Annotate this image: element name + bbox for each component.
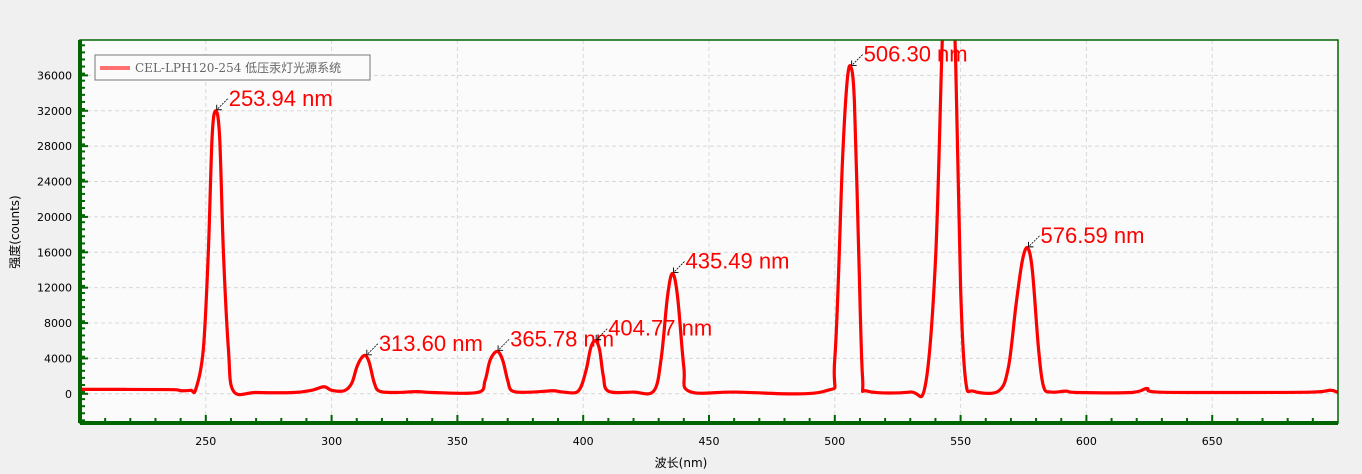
arrow-head-icon xyxy=(1028,241,1034,248)
arrow-head-icon xyxy=(216,104,222,111)
x-tick-label: 450 xyxy=(699,435,720,448)
arrow-head-icon xyxy=(851,60,857,66)
x-tick-label: 350 xyxy=(447,435,468,448)
arrow-head-icon xyxy=(366,349,372,356)
peak-annotation: 404.77 nm xyxy=(595,316,712,341)
annotation-arrow xyxy=(366,343,379,356)
annotation-arrow xyxy=(673,261,685,273)
annotation-arrow xyxy=(595,328,608,341)
y-tick-label: 8000 xyxy=(44,317,72,330)
x-axis-label: 波长(nm) xyxy=(655,456,708,470)
grid xyxy=(80,40,1338,423)
legend: CEL-LPH120-254 低压汞灯光源系统 xyxy=(94,54,371,81)
annotation-label: 253.94 nm xyxy=(229,86,333,111)
x-tick-label: 600 xyxy=(1076,435,1097,448)
y-tick-label: 28000 xyxy=(37,140,72,153)
legend-label: CEL-LPH120-254 低压汞灯光源系统 xyxy=(135,61,341,75)
x-tick-label: 300 xyxy=(321,435,342,448)
peak-annotation: 313.60 nm xyxy=(366,331,483,356)
peak-annotation: 435.49 nm xyxy=(673,249,789,274)
annotation-label: 365.78 nm xyxy=(510,326,614,351)
annotation-label: 435.49 nm xyxy=(685,249,789,274)
y-tick-label: 16000 xyxy=(37,246,72,259)
annotation-arrow xyxy=(1028,235,1040,248)
plot-area xyxy=(80,40,1338,399)
y-tick-label: 24000 xyxy=(37,176,72,189)
peak-annotation: 365.78 nm xyxy=(497,326,614,351)
ticks: 250 300 350 400 450 500 550 600 650 0 4000 8000 1200… xyxy=(37,44,1314,448)
arrow-head-icon xyxy=(497,345,504,351)
y-tick-label: 12000 xyxy=(37,282,72,295)
legend-box xyxy=(94,54,371,81)
y-tick-label: 32000 xyxy=(37,105,72,118)
x-tick-label: 400 xyxy=(573,435,594,448)
annotation-label: 404.77 nm xyxy=(608,316,712,341)
y-tick-label: 4000 xyxy=(44,352,72,365)
peak-annotation: 506.30 nm xyxy=(851,42,968,67)
arrow-head-icon xyxy=(673,267,679,273)
x-tick-label: 250 xyxy=(195,435,216,448)
x-tick-label: 550 xyxy=(950,435,971,448)
arrow-head-icon xyxy=(595,334,602,341)
annotation-arrow xyxy=(497,339,510,351)
peak-annotation: 253.94 nm xyxy=(216,86,333,111)
annotation-label: 313.60 nm xyxy=(379,331,483,356)
x-tick-label: 500 xyxy=(824,435,845,448)
x-tick-label: 650 xyxy=(1202,435,1223,448)
y-tick-label: 20000 xyxy=(37,211,72,224)
y-axis-label: 强度(counts) xyxy=(7,195,22,268)
annotation-arrow xyxy=(216,98,228,111)
series-line-0 xyxy=(80,40,1338,399)
y-tick-label: 0 xyxy=(65,388,72,401)
annotation-label: 506.30 nm xyxy=(864,42,968,67)
peak-annotation: 576.59 nm xyxy=(1028,223,1145,248)
y-tick-label: 36000 xyxy=(37,69,72,82)
annotation-label: 576.59 nm xyxy=(1041,223,1145,248)
annotation-arrow xyxy=(851,54,863,66)
